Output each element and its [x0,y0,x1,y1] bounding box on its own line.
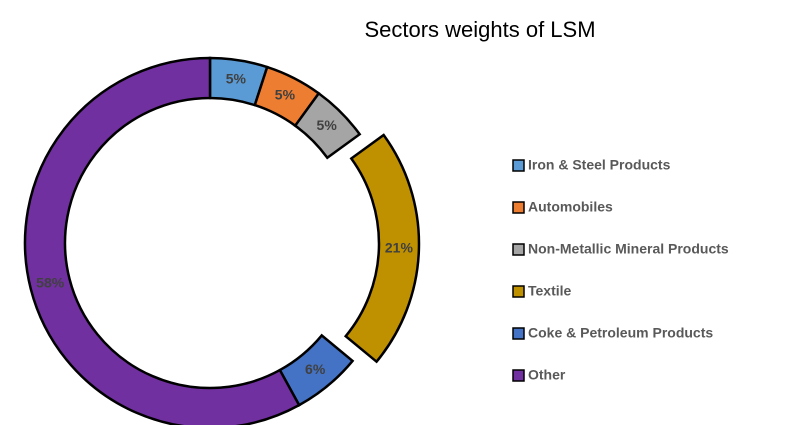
legend-swatch [512,327,525,340]
legend-label: Coke & Petroleum Products [528,325,713,341]
legend-swatch [512,243,525,256]
legend-label: Other [528,367,566,383]
legend-label: Textile [528,283,572,299]
legend-label: Non-Metallic Mineral Products [528,241,729,257]
data-label: 21% [385,240,414,256]
legend-swatch [512,201,525,214]
legend-swatch [512,285,525,298]
data-label: 5% [317,117,338,133]
legend-swatch [512,369,525,382]
data-label: 6% [305,361,326,377]
legend-swatch [512,159,525,172]
donut-slice [343,133,421,364]
donut-slice [23,56,301,425]
chart-title: Sectors weights of LSM [364,17,595,42]
data-label: 5% [226,71,247,87]
legend-label: Iron & Steel Products [528,157,671,173]
data-label: 58% [36,275,65,291]
donut-slice [293,91,362,160]
legend-label: Automobiles [528,199,613,215]
data-label: 5% [275,87,296,103]
